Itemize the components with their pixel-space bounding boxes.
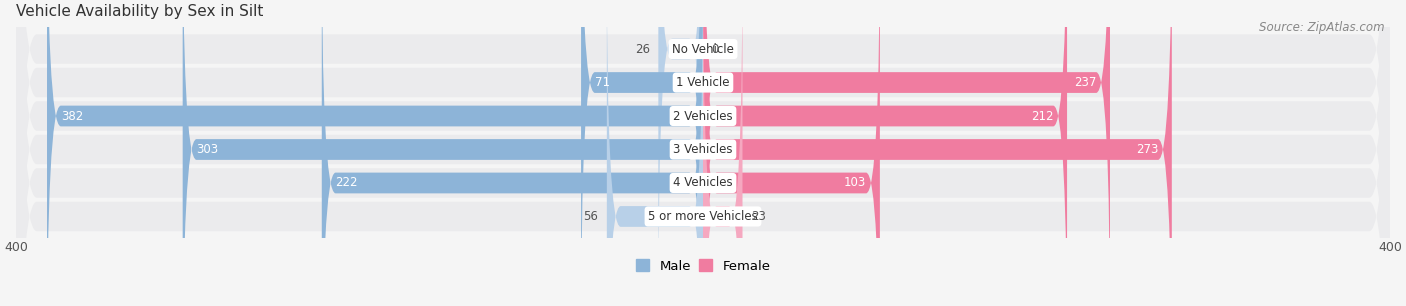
Text: Source: ZipAtlas.com: Source: ZipAtlas.com <box>1260 21 1385 34</box>
Text: No Vehicle: No Vehicle <box>672 43 734 56</box>
FancyBboxPatch shape <box>15 0 1391 306</box>
Text: Vehicle Availability by Sex in Silt: Vehicle Availability by Sex in Silt <box>15 4 263 19</box>
FancyBboxPatch shape <box>15 0 1391 306</box>
Text: 103: 103 <box>844 177 866 189</box>
FancyBboxPatch shape <box>15 0 1391 306</box>
Text: 56: 56 <box>583 210 598 223</box>
FancyBboxPatch shape <box>15 0 1391 306</box>
Text: 26: 26 <box>634 43 650 56</box>
FancyBboxPatch shape <box>703 0 1109 306</box>
Text: 5 or more Vehicles: 5 or more Vehicles <box>648 210 758 223</box>
Text: 0: 0 <box>711 43 718 56</box>
Text: 3 Vehicles: 3 Vehicles <box>673 143 733 156</box>
FancyBboxPatch shape <box>703 0 742 306</box>
Text: 303: 303 <box>197 143 218 156</box>
FancyBboxPatch shape <box>703 0 880 306</box>
FancyBboxPatch shape <box>183 0 703 306</box>
Legend: Male, Female: Male, Female <box>630 254 776 278</box>
Text: 23: 23 <box>751 210 766 223</box>
Text: 4 Vehicles: 4 Vehicles <box>673 177 733 189</box>
Text: 382: 382 <box>60 110 83 122</box>
FancyBboxPatch shape <box>658 0 703 306</box>
FancyBboxPatch shape <box>703 0 1067 306</box>
FancyBboxPatch shape <box>581 0 703 306</box>
Text: 2 Vehicles: 2 Vehicles <box>673 110 733 122</box>
Text: 222: 222 <box>336 177 359 189</box>
Text: 237: 237 <box>1074 76 1097 89</box>
FancyBboxPatch shape <box>46 0 703 306</box>
FancyBboxPatch shape <box>15 0 1391 306</box>
FancyBboxPatch shape <box>703 0 1171 306</box>
FancyBboxPatch shape <box>322 0 703 306</box>
FancyBboxPatch shape <box>15 0 1391 306</box>
FancyBboxPatch shape <box>607 0 703 306</box>
Text: 212: 212 <box>1031 110 1053 122</box>
Text: 71: 71 <box>595 76 610 89</box>
Text: 1 Vehicle: 1 Vehicle <box>676 76 730 89</box>
Text: 273: 273 <box>1136 143 1159 156</box>
